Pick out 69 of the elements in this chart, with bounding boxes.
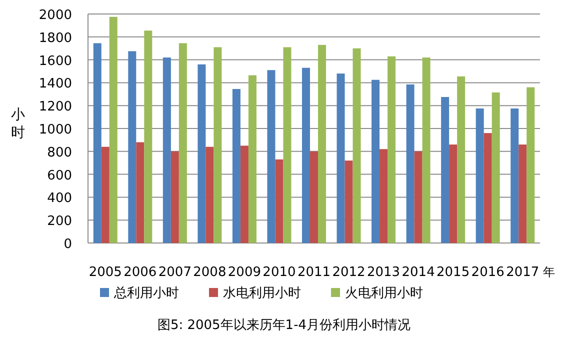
bar: [170, 151, 179, 243]
bar: [518, 144, 527, 243]
y-tick-label: 0: [64, 237, 72, 252]
x-tick-label: 2009: [228, 265, 262, 280]
x-tick-label: 2008: [193, 265, 226, 280]
legend-label: 水电利用小时: [223, 286, 301, 301]
bar: [240, 146, 248, 243]
bar: [492, 92, 500, 243]
y-axis-title: 小时: [11, 107, 25, 141]
bar: [380, 149, 388, 243]
bar: [441, 97, 450, 243]
x-tick-label: 2015: [436, 265, 470, 280]
bar: [128, 51, 136, 243]
bar: [526, 87, 535, 243]
bar: [406, 84, 414, 243]
bar: [414, 151, 422, 243]
y-tick-label: 1400: [38, 76, 72, 92]
x-tick-label: 2007: [158, 265, 192, 280]
x-axis-title: 年: [543, 265, 555, 279]
y-tick-label: 2000: [38, 8, 72, 23]
legend-label: 火电利用小时: [345, 286, 423, 301]
bar: [178, 43, 187, 243]
y-tick-label: 1000: [38, 122, 72, 138]
bar: [422, 58, 430, 243]
bar: [198, 64, 206, 243]
caption: 图5: 2005年以来历年1-4月份利用小时情况: [157, 318, 411, 333]
y-tick-label: 1600: [38, 54, 72, 69]
y-tick-label: 200: [47, 214, 72, 230]
bar: [318, 44, 326, 243]
bar: [232, 89, 240, 243]
bar: [283, 47, 292, 243]
bar: [267, 70, 276, 243]
bar: [510, 108, 519, 243]
bar: [449, 144, 458, 243]
bar: [109, 16, 118, 243]
y-tick-label: 800: [47, 145, 72, 160]
bar: [93, 43, 102, 243]
x-tick-label: 2016: [471, 265, 504, 280]
y-tick-label: 400: [47, 191, 72, 206]
bar: [310, 151, 318, 243]
bar: [206, 146, 214, 243]
x-tick-label: 2005: [88, 265, 122, 280]
bar: [344, 160, 353, 243]
bar: [214, 47, 222, 243]
bar: [352, 48, 361, 243]
bar: [476, 108, 484, 243]
bar: [484, 133, 492, 243]
x-tick-label: 2006: [124, 265, 157, 280]
bar: [136, 142, 144, 243]
y-tick-label: 600: [47, 168, 72, 184]
bar: [302, 68, 310, 243]
bar: [457, 76, 466, 243]
bar: [372, 80, 380, 243]
bar: [336, 74, 345, 243]
bar: [388, 56, 396, 243]
bar: [248, 75, 256, 243]
x-tick-label: 2014: [402, 265, 435, 280]
legend-label: 总利用小时: [113, 286, 179, 301]
y-tick-label: 1800: [38, 30, 72, 46]
bar: [162, 58, 171, 243]
bar: [275, 159, 284, 243]
x-tick-label: 2011: [297, 265, 331, 280]
bar: [101, 146, 110, 243]
x-tick-label: 2010: [262, 265, 296, 280]
x-tick-label: 2012: [332, 265, 366, 280]
y-tick-label: 1200: [38, 100, 72, 115]
x-tick-label: 2017: [506, 265, 540, 280]
x-tick-label: 2013: [366, 265, 400, 280]
bar: [144, 30, 152, 243]
